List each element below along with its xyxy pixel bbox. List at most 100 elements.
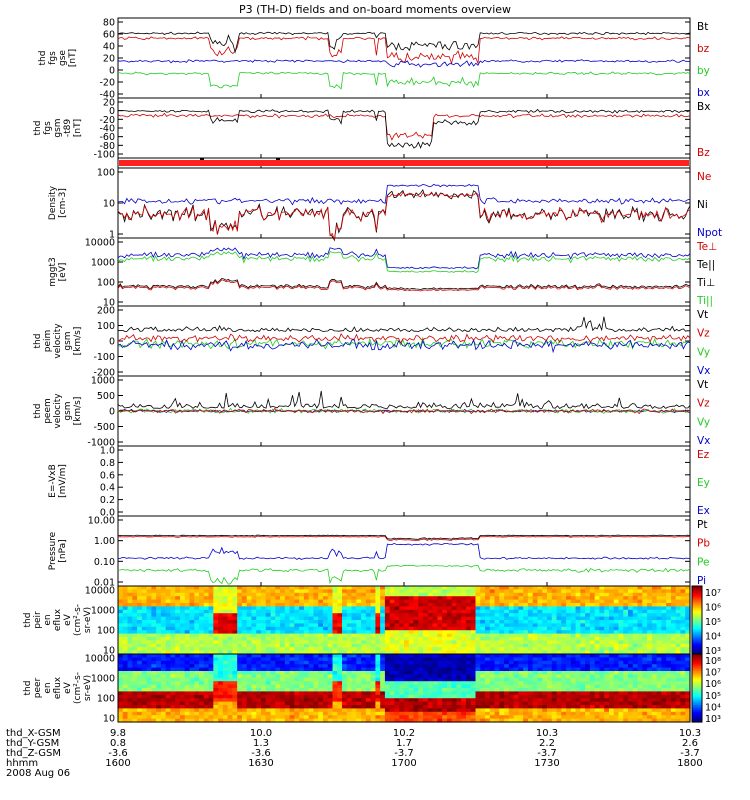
spec-cell	[618, 586, 624, 590]
spec-cell	[284, 691, 291, 696]
spec-cell	[442, 694, 448, 699]
spec-cell	[375, 667, 381, 672]
spec-cell	[518, 637, 524, 641]
spec-cell	[118, 671, 124, 675]
spec-cell	[380, 684, 386, 689]
spec-cell	[160, 592, 167, 597]
spec-cell	[327, 626, 334, 631]
spec-cell	[637, 674, 643, 679]
spec-cell	[270, 715, 276, 720]
spec-cell	[118, 623, 124, 628]
spec-cell	[332, 606, 338, 611]
spec-cell	[594, 715, 601, 720]
spec-cell	[380, 609, 386, 614]
spec-cell	[384, 671, 391, 675]
spec-cell	[179, 633, 186, 638]
spec-cell	[608, 589, 615, 594]
spec-cell	[122, 715, 129, 720]
spec-cell	[375, 596, 381, 601]
spec-cell	[585, 718, 591, 723]
spec-cell	[337, 616, 343, 621]
spec-cell	[537, 620, 543, 624]
spec-cell	[456, 671, 462, 675]
mode-tick	[200, 158, 204, 160]
spec-cell	[256, 640, 262, 645]
spec-cell	[361, 671, 367, 675]
spec-cell	[685, 640, 691, 645]
spec-cell	[523, 633, 529, 638]
spec-cell	[237, 626, 243, 631]
spec-cell	[294, 650, 300, 655]
spec-cell	[408, 613, 415, 618]
spec-cell	[537, 718, 543, 723]
spec-cell	[361, 609, 367, 614]
spec-cell	[575, 633, 581, 638]
spec-cell	[189, 613, 195, 618]
spec-cell	[437, 626, 443, 631]
spec-cell	[370, 674, 376, 679]
spec-cell	[346, 626, 353, 631]
spec-cell	[446, 586, 453, 590]
spec-cell	[275, 654, 281, 658]
spec-cell	[151, 660, 157, 665]
spec-cell	[666, 596, 672, 601]
spec-cell	[489, 657, 496, 662]
spec-cell	[208, 623, 214, 628]
spec-cell	[480, 677, 486, 682]
spec-cell	[160, 701, 167, 706]
spec-cell	[289, 586, 295, 590]
spec-cell	[542, 643, 548, 648]
spec-cell	[237, 657, 243, 662]
spec-cell	[470, 674, 477, 679]
spec-cell	[308, 694, 315, 699]
spec-cell	[670, 589, 677, 594]
spec-cell	[241, 637, 248, 641]
spec-cell	[199, 698, 205, 703]
spec-cell	[208, 674, 214, 679]
spec-cell	[189, 620, 195, 624]
spec-cell	[256, 657, 262, 662]
spec-cell	[427, 613, 434, 618]
spec-cell	[213, 708, 219, 713]
spec-cell	[628, 592, 634, 597]
spec-cell	[613, 596, 620, 601]
spec-cell	[175, 694, 181, 699]
spec-cell	[351, 691, 357, 696]
spec-cell	[399, 650, 405, 655]
spec-cell	[346, 708, 353, 713]
spec-cell	[175, 630, 181, 635]
spec-cell	[275, 586, 281, 590]
spec-cell	[518, 691, 524, 696]
spec-cell	[499, 718, 505, 723]
spec-cell	[527, 688, 534, 692]
spec-cell	[118, 599, 124, 604]
spec-cell	[213, 592, 219, 597]
spec-cell	[118, 684, 124, 689]
spec-cell	[547, 660, 553, 665]
spec-cell	[132, 664, 138, 669]
spec-cell	[189, 589, 195, 594]
spec-cell	[165, 630, 172, 635]
spec-cell	[513, 650, 519, 655]
spec-cell	[432, 667, 438, 672]
spec-cell	[537, 694, 543, 699]
spec-cell	[461, 681, 467, 686]
yticklabel-fgs_gsm: -60	[99, 132, 115, 143]
spec-cell	[585, 630, 591, 635]
spec-cell	[332, 609, 338, 614]
spec-cell	[222, 684, 229, 689]
spec-cell	[604, 664, 610, 669]
spec-cell	[485, 698, 491, 703]
spec-cell	[327, 694, 334, 699]
spec-cell	[179, 718, 186, 723]
spec-cell	[370, 586, 376, 590]
spec-cell	[241, 660, 248, 665]
spec-cell	[342, 596, 348, 601]
spec-cell	[608, 596, 615, 601]
spec-cell	[194, 647, 200, 652]
spec-cell	[303, 603, 310, 607]
trace-by	[117, 71, 691, 90]
spec-cell	[394, 698, 400, 703]
spec-cell	[179, 694, 186, 699]
spec-cell	[527, 681, 534, 686]
